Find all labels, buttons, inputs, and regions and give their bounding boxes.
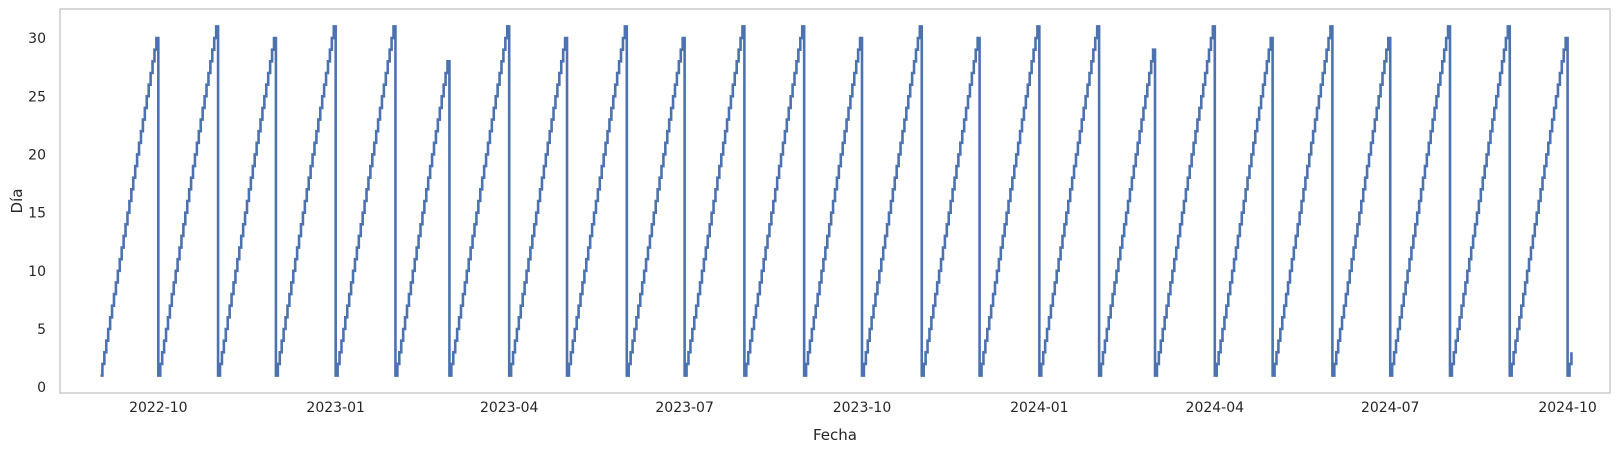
x-tick-label: 2023-04	[480, 400, 539, 416]
y-tick-label: 5	[37, 322, 46, 338]
x-tick-label: 2022-10	[129, 400, 188, 416]
x-tick-label: 2023-07	[655, 400, 714, 416]
x-tick-labels: 2022-10 2023-01 2023-04 2023-07 2023-10 2024-…	[129, 400, 1597, 416]
series-layer	[100, 25, 1573, 377]
y-axis-label: Día	[8, 189, 26, 214]
x-tick-label: 2023-10	[833, 400, 892, 416]
y-tick-label: 30	[28, 31, 46, 47]
y-tick-label: 25	[28, 89, 46, 105]
x-tick-label: 2024-10	[1538, 400, 1597, 416]
y-tick-label: 20	[28, 147, 46, 163]
series-line	[100, 25, 1573, 377]
x-tick-label: 2024-04	[1186, 400, 1245, 416]
y-tick-label: 10	[28, 264, 46, 280]
x-tick-label: 2023-01	[306, 400, 365, 416]
x-tick-label: 2024-01	[1010, 400, 1069, 416]
y-tick-label: 0	[37, 380, 46, 396]
y-tick-label: 15	[28, 206, 46, 222]
x-tick-label: 2024-07	[1361, 400, 1420, 416]
x-axis-label: Fecha	[813, 426, 857, 444]
y-tick-labels: 0 5 10 15 20 25 30	[28, 31, 46, 396]
